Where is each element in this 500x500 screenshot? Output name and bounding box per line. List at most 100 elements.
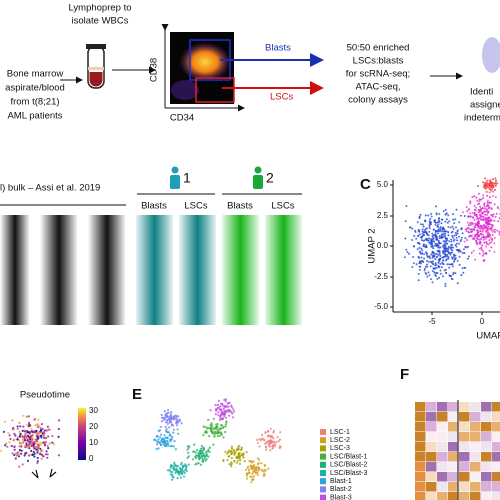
cell-dot bbox=[454, 231, 457, 234]
cell-dot bbox=[422, 243, 425, 246]
heatmap-cell bbox=[459, 462, 470, 472]
cell-dot bbox=[179, 463, 182, 466]
cell-dot bbox=[481, 225, 484, 228]
cell-dot bbox=[436, 221, 439, 224]
cell-dot bbox=[220, 423, 223, 427]
cell-dot bbox=[452, 253, 455, 256]
cell-dot bbox=[469, 230, 472, 233]
heatmap-cell bbox=[470, 412, 481, 422]
cell-dot bbox=[202, 449, 205, 452]
cell-dot bbox=[201, 460, 205, 463]
cell-dot bbox=[430, 212, 433, 215]
cell-dot bbox=[466, 210, 469, 213]
cell-dot bbox=[262, 475, 265, 478]
cell-dot bbox=[41, 432, 44, 435]
cell-dot bbox=[39, 426, 42, 429]
cell-dot bbox=[458, 221, 461, 224]
cell-dot bbox=[174, 464, 177, 467]
cell-dot bbox=[479, 241, 482, 244]
axis-label: UMAP 2 bbox=[367, 228, 378, 263]
cell-dot bbox=[246, 472, 249, 475]
cell-dot bbox=[256, 441, 260, 444]
cell-dot bbox=[46, 425, 50, 428]
cell-dot bbox=[429, 265, 432, 268]
cell-dot bbox=[494, 188, 496, 191]
cell-dot bbox=[24, 436, 27, 440]
heatmap-cell bbox=[492, 402, 500, 412]
cell-dot bbox=[206, 450, 209, 453]
cell-dot bbox=[414, 231, 417, 233]
cell-dot bbox=[20, 445, 23, 448]
cell-dot bbox=[492, 178, 495, 181]
column-label: LSCs bbox=[271, 201, 294, 212]
cell-dot bbox=[404, 220, 407, 223]
cell-dot bbox=[266, 440, 269, 443]
cell-dot bbox=[403, 256, 406, 259]
cell-dot bbox=[450, 244, 453, 247]
cell-dot bbox=[230, 445, 233, 448]
cell-dot bbox=[208, 427, 211, 430]
cell-dot bbox=[484, 210, 487, 213]
cell-dot bbox=[207, 455, 210, 458]
cell-dot bbox=[467, 215, 469, 218]
cell-dot bbox=[40, 429, 43, 432]
cell-dot bbox=[44, 440, 47, 443]
cell-dot bbox=[429, 257, 432, 260]
cell-dot bbox=[170, 411, 173, 414]
cell-dot bbox=[478, 216, 481, 219]
cell-dot bbox=[483, 241, 486, 244]
cell-dot bbox=[13, 428, 16, 431]
legend-swatch bbox=[320, 478, 326, 485]
cell-dot bbox=[215, 423, 218, 426]
cell-dot bbox=[211, 426, 214, 429]
cell-dot bbox=[434, 223, 437, 226]
cell-dot bbox=[234, 451, 237, 454]
cell-dot bbox=[184, 468, 187, 471]
cell-dot bbox=[43, 436, 46, 439]
cell-dot bbox=[493, 231, 496, 233]
cell-dot bbox=[437, 254, 440, 257]
cell-dot bbox=[262, 473, 265, 476]
legend-swatch bbox=[320, 494, 326, 500]
cell-dot bbox=[273, 444, 276, 447]
heatmap-cell bbox=[470, 452, 481, 462]
cell-dot bbox=[27, 421, 31, 425]
cell-dot bbox=[486, 179, 489, 182]
cell-dot bbox=[2, 430, 5, 433]
cell-dot bbox=[444, 253, 447, 256]
cell-dot bbox=[33, 441, 36, 444]
cell-dot bbox=[16, 436, 20, 439]
cell-dot bbox=[198, 455, 201, 459]
cell-dot bbox=[438, 276, 440, 279]
cell-dot bbox=[15, 454, 19, 457]
cell-dot bbox=[5, 442, 8, 445]
cell-dot bbox=[223, 404, 226, 408]
cell-dot bbox=[450, 277, 453, 280]
cell-dot bbox=[4, 444, 7, 447]
cell-dot bbox=[488, 191, 491, 194]
cell-dot bbox=[207, 418, 210, 421]
cell-dot bbox=[490, 208, 493, 211]
cell-dot bbox=[460, 236, 463, 239]
cell-dot bbox=[237, 454, 240, 457]
heatmap-cell bbox=[426, 472, 437, 482]
cell-dot bbox=[413, 245, 415, 248]
cell-dot bbox=[177, 471, 180, 474]
cell-dot bbox=[175, 424, 179, 427]
cell-dot bbox=[488, 235, 491, 238]
cell-dot bbox=[58, 419, 61, 422]
cell-dot bbox=[423, 257, 426, 260]
cell-dot bbox=[475, 213, 478, 216]
cell-dot bbox=[223, 413, 226, 416]
cell-dot bbox=[427, 260, 430, 263]
cell-dot bbox=[45, 429, 48, 432]
cell-dot bbox=[463, 215, 466, 217]
umap-thumbnail bbox=[482, 37, 500, 73]
cell-dot bbox=[461, 232, 464, 235]
cell-dot bbox=[248, 459, 251, 462]
colorbar bbox=[78, 408, 86, 460]
cell-dot bbox=[466, 245, 469, 248]
x-tick-label: 0 bbox=[480, 317, 485, 326]
cell-dot bbox=[488, 187, 491, 190]
heatmap-cell bbox=[426, 452, 437, 462]
